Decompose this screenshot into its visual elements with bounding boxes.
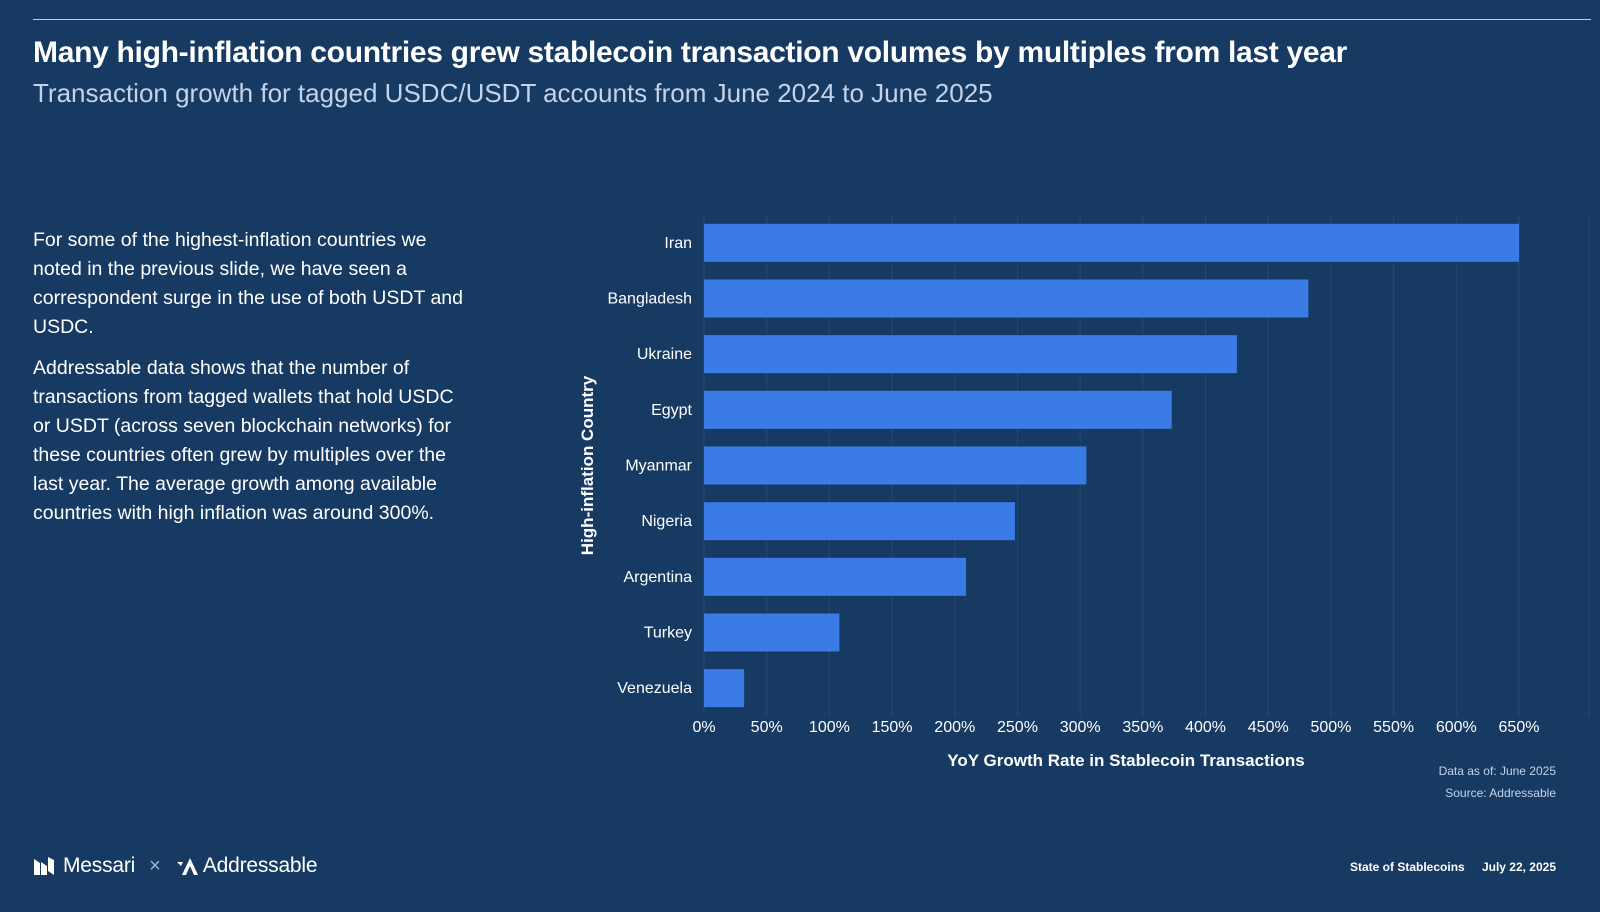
source-note: Source: Addressable [1445,786,1556,800]
bar-argentina [704,557,967,596]
x-tick-label: 550% [1373,719,1414,736]
x-tick-label: 450% [1248,719,1289,736]
category-label: Myanmar [625,458,692,475]
report-name: State of Stablecoins [1350,860,1465,874]
category-label: Venezuela [617,680,692,697]
x-tick-label: 600% [1436,719,1477,736]
chart-bars [704,223,1519,708]
messari-logo-icon [34,857,54,875]
category-label: Turkey [644,625,692,642]
x-tick-label: 400% [1185,719,1226,736]
y-axis-title: High-inflation Country [578,375,597,555]
x-tick-label: 650% [1499,719,1540,736]
category-label: Bangladesh [607,291,692,308]
bar-egypt [704,390,1172,429]
bar-nigeria [704,502,1015,541]
x-tick-label: 300% [1060,719,1101,736]
addressable-brand-name: Addressable [202,854,318,877]
bar-chart: Iran Bangladesh Ukraine Egypt Myanmar Nigeria… [578,215,1590,770]
bar-iran [704,223,1519,262]
x-tick-label: 100% [809,719,850,736]
category-label: Argentina [624,569,693,586]
chart-category-labels: Iran Bangladesh Ukraine Egypt Myanmar Nigeria… [607,235,692,697]
category-label: Egypt [651,402,692,419]
report-date: July 22, 2025 [1481,860,1556,874]
messari-brand-name: Messari [63,854,136,877]
x-tick-label: 200% [934,719,975,736]
body-paragraph-1: For some of the highest-inflation countr… [33,229,463,338]
brand-lockup: Messari × Addressable [33,854,318,878]
category-label: Iran [664,235,692,252]
x-tick-label: 150% [872,719,913,736]
bar-bangladesh [704,279,1309,318]
x-tick-label: 350% [1122,719,1163,736]
top-divider [33,19,1591,20]
category-label: Ukraine [637,346,692,363]
bar-venezuela [704,669,745,708]
x-axis-title: YoY Growth Rate in Stablecoin Transactio… [947,751,1304,770]
x-tick-label: 250% [997,719,1038,736]
data-as-of-note: Data as of: June 2025 [1438,764,1556,778]
bar-ukraine [704,335,1237,374]
bar-myanmar [704,446,1087,485]
addressable-logo-icon [176,858,198,875]
x-tick-label: 500% [1310,719,1351,736]
bar-turkey [704,613,840,652]
brand-separator: × [149,854,161,877]
body-paragraph-2: Addressable data shows that the number o… [33,357,454,524]
page-title: Many high-inflation countries grew stabl… [33,36,1348,69]
chart-tick-labels: 0% 50% 100% 150% 200% 250% 300% 350% 400% 450% 500… [692,719,1539,736]
footer: Messari × Addressable State of Stablecoi… [0,850,1600,890]
page-subtitle: Transaction growth for tagged USDC/USDT … [33,78,993,108]
category-label: Nigeria [641,513,692,530]
body-text: For some of the highest-inflation countr… [33,226,463,540]
x-tick-label: 50% [751,719,783,736]
x-tick-label: 0% [692,719,715,736]
